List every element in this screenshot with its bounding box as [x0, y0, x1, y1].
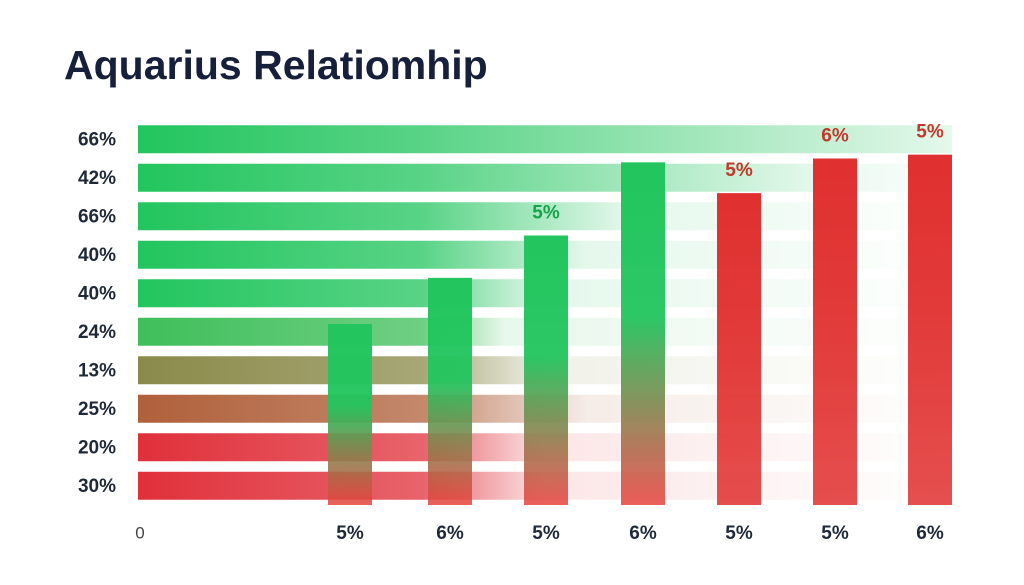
- bar: [328, 324, 372, 505]
- row-label: 66%: [78, 129, 116, 150]
- row-label: 13%: [78, 360, 116, 381]
- bar: [717, 193, 761, 505]
- bar: [908, 154, 952, 505]
- bar-annotation: 5%: [725, 160, 753, 181]
- row-label: 66%: [78, 206, 116, 227]
- x-tick-label: 6%: [629, 523, 657, 544]
- bar: [621, 162, 665, 505]
- bar: [428, 277, 472, 505]
- bar: [524, 235, 568, 505]
- row-label: 40%: [78, 245, 116, 266]
- row-band: [138, 125, 952, 154]
- x-tick-label: 5%: [725, 523, 753, 544]
- chart-title: Aquarius Relatiomhip: [64, 42, 488, 88]
- x-tick-label: 5%: [532, 523, 560, 544]
- origin-label: 0: [135, 523, 144, 542]
- bar-annotation: 6%: [821, 126, 849, 147]
- row-label: 25%: [78, 399, 116, 420]
- x-tick-label: 5%: [821, 523, 849, 544]
- bar-annotation: 5%: [916, 122, 944, 143]
- row-label: 20%: [78, 437, 116, 458]
- bar: [813, 158, 857, 505]
- row-label: 24%: [78, 322, 116, 343]
- x-tick-label: 5%: [336, 523, 364, 544]
- bar-annotation: 5%: [532, 203, 560, 224]
- row-label: 42%: [78, 168, 116, 189]
- x-tick-label: 6%: [436, 523, 464, 544]
- x-tick-label: 6%: [916, 523, 944, 544]
- row-label: 30%: [78, 476, 116, 497]
- row-label: 40%: [78, 283, 116, 304]
